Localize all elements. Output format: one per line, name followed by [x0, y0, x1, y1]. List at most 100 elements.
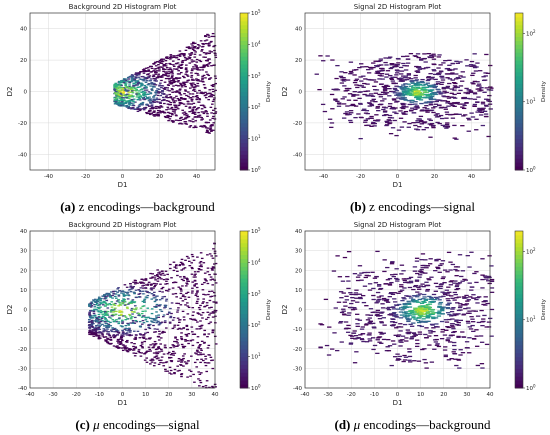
histogram-cell — [177, 58, 181, 61]
histogram-cell — [158, 273, 162, 275]
y-tick-label: -30 — [293, 366, 302, 372]
histogram-cell — [401, 270, 406, 272]
colorbar-tick-label: 104 — [251, 40, 261, 49]
histogram-cell — [140, 278, 143, 280]
histogram-cell — [88, 304, 91, 307]
histogram-cell — [390, 318, 395, 320]
colorbar-segment — [240, 238, 248, 244]
histogram-cell — [183, 353, 186, 355]
x-tick-label: -30 — [324, 392, 333, 398]
histogram-cell — [452, 137, 457, 139]
histogram-cell — [447, 64, 452, 66]
colorbar-segment — [515, 32, 523, 38]
histogram-cell — [440, 308, 445, 311]
histogram-cell — [169, 55, 173, 57]
histogram-cell — [359, 328, 365, 330]
histogram-cell — [180, 269, 184, 271]
histogram-cell — [168, 118, 172, 120]
histogram-cell — [440, 79, 446, 81]
histogram-cell — [394, 101, 399, 103]
histogram-cell — [429, 122, 435, 125]
histogram-cell — [173, 372, 176, 375]
histogram-cell — [475, 297, 480, 299]
histogram-cell — [176, 365, 180, 367]
histogram-cell — [340, 98, 345, 100]
histogram-cell — [479, 341, 485, 343]
histogram-cell — [125, 318, 129, 320]
histogram-cell — [382, 98, 387, 100]
histogram-cell — [92, 333, 96, 336]
histogram-cell — [142, 293, 145, 295]
histogram-cell — [159, 361, 162, 364]
histogram-cell — [439, 70, 444, 73]
histogram-cell — [439, 283, 445, 285]
histogram-cell — [166, 313, 169, 315]
histogram-cell — [125, 349, 128, 352]
histogram-cell — [139, 108, 142, 110]
histogram-cell — [419, 321, 424, 323]
chart-title: Signal 2D Histogram Plot — [354, 3, 442, 11]
histogram-cell — [458, 303, 463, 305]
histogram-cell — [335, 100, 340, 102]
histogram-cell — [189, 375, 192, 377]
histogram-cell — [197, 271, 200, 273]
histogram-cell — [417, 94, 422, 97]
histogram-cell — [419, 119, 424, 122]
histogram-cell — [94, 316, 98, 319]
histogram-cell — [151, 346, 155, 349]
histogram-cell — [198, 99, 202, 101]
histogram-cell — [141, 310, 145, 312]
histogram-cell — [407, 351, 412, 353]
histogram-cell — [145, 320, 149, 323]
histogram-cell — [364, 305, 369, 307]
histogram-cell — [142, 87, 146, 89]
colorbar-segment — [240, 146, 248, 151]
histogram-cell — [427, 344, 432, 346]
histogram-cell — [178, 89, 181, 91]
histogram-cell — [389, 117, 395, 119]
histogram-cell — [367, 102, 373, 105]
histogram-cell — [177, 344, 180, 346]
histogram-cell — [445, 339, 450, 342]
histogram-cell — [139, 326, 142, 328]
histogram-cell — [392, 356, 398, 358]
histogram-cell — [344, 111, 350, 113]
histogram-cell — [114, 290, 117, 292]
histogram-cell — [393, 82, 398, 85]
histogram-cell — [115, 97, 118, 99]
histogram-cell — [104, 297, 108, 299]
histogram-cell — [121, 302, 124, 304]
histogram-cell — [206, 65, 210, 67]
histogram-cell — [187, 342, 190, 345]
histogram-cell — [184, 338, 187, 341]
histogram-cell — [412, 55, 418, 57]
histogram-cell — [371, 322, 376, 324]
colorbar-segment — [515, 352, 523, 358]
histogram-cell — [172, 269, 176, 272]
x-tick-label: 10 — [417, 392, 424, 398]
histogram-cell — [109, 304, 113, 306]
histogram-cell — [184, 73, 188, 75]
histogram-cell — [424, 312, 430, 315]
histogram-cell — [167, 72, 171, 75]
histogram-cell — [111, 327, 114, 329]
histogram-cell — [134, 308, 138, 311]
colorbar-segment — [515, 376, 523, 381]
histogram-cell — [469, 112, 474, 114]
histogram-cell — [133, 283, 137, 285]
colorbar-segment — [240, 360, 248, 365]
histogram-cell — [106, 314, 110, 316]
histogram-cell — [93, 314, 97, 316]
histogram-cell — [209, 106, 213, 109]
histogram-cell — [412, 266, 418, 268]
histogram-cell — [127, 327, 130, 330]
histogram-cell — [164, 116, 168, 119]
histogram-cell — [134, 336, 137, 338]
colorbar-tick-label: 101 — [251, 352, 261, 361]
histogram-cell — [113, 97, 116, 99]
histogram-cell — [449, 310, 455, 313]
histogram-cell — [424, 101, 429, 103]
histogram-cell — [342, 314, 347, 316]
histogram-cell — [174, 84, 178, 86]
histogram-cell — [454, 364, 459, 367]
